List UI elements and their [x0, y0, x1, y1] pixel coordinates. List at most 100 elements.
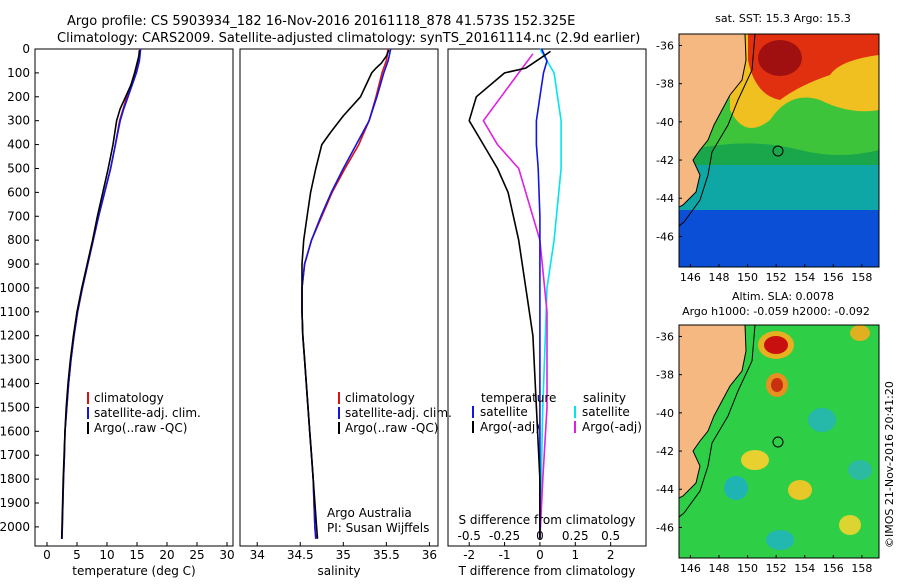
series-line-argo-adj-: [468, 50, 551, 539]
depth-tick-label: 1100: [0, 305, 30, 319]
depth-tick-label: 1700: [0, 448, 30, 462]
series-line-satellite: [539, 48, 562, 539]
map-lon-label: 148: [709, 271, 730, 284]
map-lon-label: 152: [766, 562, 787, 575]
map-lat-label: -38: [656, 369, 674, 382]
series-line-satellite: [535, 48, 548, 539]
legend-label-climatology: climatology: [94, 391, 164, 405]
depth-tick-label: 1200: [0, 329, 30, 343]
legend-label-satellite: satellite-adj. clim.: [94, 406, 201, 420]
map-lon-label: 148: [709, 562, 730, 575]
legend-label-t-satellite: satellite: [480, 405, 528, 419]
x-tick-label: 25: [189, 548, 204, 562]
sla-low-3: [724, 476, 748, 500]
depth-tick-label: 1500: [0, 400, 30, 414]
map-lat-label: -36: [656, 39, 674, 52]
top-x-tick-label: -0.5: [458, 529, 481, 543]
climatology-title: Climatology: CARS2009. Satellite-adjuste…: [57, 31, 640, 46]
depth-tick-label: 1900: [0, 496, 30, 510]
depth-tick-label: 1400: [0, 377, 30, 391]
legend-title-temperature: temperature: [481, 391, 556, 405]
series-line-argo-raw-qc-: [60, 50, 141, 539]
x-tick-label: -2: [463, 548, 475, 562]
map-lon-label: 158: [851, 271, 872, 284]
sst-map-axes: -36 -38 -40 -42 -44 -46 146 148 150 152 154 156 158: [656, 39, 872, 284]
sla-map-subtitle: Argo h1000: -0.059 h2000: -0.092: [682, 305, 870, 318]
map-lat-label: -42: [656, 445, 674, 458]
x-tick-label: 5: [73, 548, 81, 562]
sla-map-axes: -36 -38 -40 -42 -44 -46 146 148 150 152 154 156 158: [656, 330, 872, 575]
difference-legend: temperature satellite Argo(-adj) salinit…: [472, 391, 642, 434]
x-tick-label: 15: [129, 548, 144, 562]
legend-label-argo: Argo(..raw -QC): [345, 421, 438, 435]
x-tick-label: 1: [571, 548, 579, 562]
map-lat-label: -36: [656, 330, 674, 343]
depth-tick-label: 500: [7, 161, 30, 175]
sst-shelf-contour: [679, 34, 756, 227]
depth-tick-label: 1800: [0, 472, 30, 486]
legend-label-s-satellite: satellite: [582, 405, 630, 419]
x-tick-label: 30: [219, 548, 234, 562]
legend-label-climatology: climatology: [345, 391, 415, 405]
sst-argo-position: [772, 145, 784, 157]
temperature-panel: [34, 48, 234, 547]
sla-high-5: [839, 515, 861, 535]
depth-tick-label: 700: [7, 209, 30, 223]
sla-high-1-core: [764, 336, 788, 354]
sla-low-4: [848, 460, 872, 480]
map-lon-label: 154: [794, 562, 815, 575]
map-lat-label: -46: [656, 521, 674, 534]
sst-map-title: sat. SST: 15.3 Argo: 15.3: [715, 12, 851, 25]
x-tick-label: 10: [99, 548, 114, 562]
argo-australia-label: Argo Australia: [327, 506, 412, 520]
sla-high-6: [850, 325, 870, 341]
depth-tick-label: 1300: [0, 353, 30, 367]
x-tick-label: 34: [250, 548, 265, 562]
sla-shelf-contour: [679, 325, 756, 518]
legend-label-s-argo: Argo(-adj): [582, 420, 642, 434]
x-tick-label: 0: [43, 548, 51, 562]
map-lat-label: -44: [656, 192, 674, 205]
salinity-legend: climatology satellite-adj. clim. Argo(..…: [338, 391, 452, 435]
sst-cold-band: [679, 200, 879, 267]
map-lon-label: 146: [680, 271, 701, 284]
sla-map-title: Altim. SLA: 0.0078: [732, 290, 834, 303]
sst-map: [678, 33, 880, 268]
sla-high-4: [788, 480, 812, 500]
depth-tick-label: 2000: [0, 520, 30, 534]
map-lon-label: 150: [737, 271, 758, 284]
map-lat-label: -46: [656, 230, 674, 243]
sla-map: [678, 324, 880, 559]
depth-tick-label: 900: [7, 257, 30, 271]
map-lat-label: -44: [656, 483, 674, 496]
depth-tick-label: 600: [7, 185, 30, 199]
legend-title-salinity: salinity: [583, 391, 626, 405]
depth-tick-label: 100: [7, 66, 30, 80]
map-lon-label: 156: [823, 562, 844, 575]
depth-tick-label: 1000: [0, 281, 30, 295]
map-lat-label: -40: [656, 407, 674, 420]
top-x-tick-label: 0.5: [601, 529, 620, 543]
legend-label-satellite: satellite-adj. clim.: [345, 406, 452, 420]
map-lon-label: 154: [794, 271, 815, 284]
legend-label-t-argo: Argo(-adj): [480, 420, 540, 434]
salinity-plot: 34 34.5 35 35.5 36: [250, 48, 437, 562]
salinity-xlabel: salinity: [317, 564, 360, 578]
sla-high-3: [741, 450, 769, 470]
map-lon-label: 150: [737, 562, 758, 575]
map-lat-label: -42: [656, 154, 674, 167]
temperature-xlabel: temperature (deg C): [72, 564, 195, 578]
sst-eddy-center: [758, 40, 802, 76]
temperature-legend: climatology satellite-adj. clim. Argo(..…: [87, 391, 201, 435]
depth-tick-label: 0: [22, 42, 30, 56]
series-line-argo-adj-: [482, 53, 548, 539]
depth-tick-label: 200: [7, 90, 30, 104]
difference-xlabel: T difference from climatology: [458, 564, 636, 578]
difference-xlabel-top: S difference from climatology: [459, 513, 636, 527]
x-tick-label: 36: [422, 548, 437, 562]
x-tick-label: 35.5: [373, 548, 400, 562]
sla-low-5: [766, 530, 794, 550]
sla-argo-position: [772, 436, 784, 448]
legend-label-argo: Argo(..raw -QC): [94, 421, 187, 435]
